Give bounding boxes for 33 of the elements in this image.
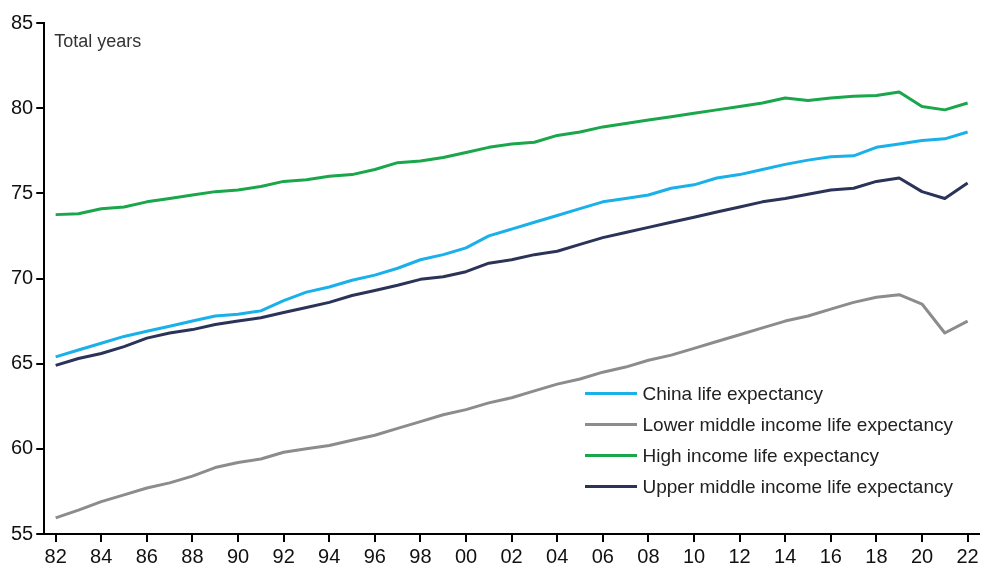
x-tick-label: 12	[728, 544, 751, 567]
x-tick-label: 04	[546, 544, 569, 567]
y-tick-label: 85	[11, 10, 34, 33]
x-tick-label: 00	[454, 544, 478, 567]
y-tick-label: 55	[11, 521, 34, 544]
y-tick-label: 60	[11, 436, 34, 459]
x-tick-label: 86	[135, 544, 158, 567]
legend-label: Lower middle income life expectancy	[642, 413, 953, 436]
x-tick-label: 08	[637, 544, 660, 567]
x-tick-label: 06	[591, 544, 614, 567]
legend-label: High income life expectancy	[642, 444, 880, 467]
y-tick-label: 75	[11, 180, 34, 203]
x-tick-label: 22	[956, 544, 979, 567]
x-tick-label: 82	[44, 544, 67, 567]
y-tick-label: 70	[11, 266, 34, 289]
x-tick-label: 14	[774, 544, 797, 567]
x-tick-label: 16	[819, 544, 842, 567]
x-tick-label: 10	[682, 544, 706, 567]
x-tick-label: 96	[363, 544, 386, 567]
x-tick-label: 88	[181, 544, 204, 567]
legend-label: Upper middle income life expectancy	[642, 475, 953, 498]
x-tick-label: 18	[865, 544, 888, 567]
x-tick-label: 98	[409, 544, 432, 567]
x-tick-label: 02	[500, 544, 523, 567]
legend-label: China life expectancy	[642, 382, 824, 405]
y-tick-label: 65	[11, 351, 34, 374]
x-tick-label: 90	[226, 544, 250, 567]
y-tick-label: 80	[11, 95, 34, 118]
x-tick-label: 92	[272, 544, 295, 567]
x-tick-label: 20	[910, 544, 934, 567]
y-axis-title: Total years	[54, 30, 142, 51]
x-tick-label: 94	[318, 544, 341, 567]
x-tick-label: 84	[90, 544, 113, 567]
